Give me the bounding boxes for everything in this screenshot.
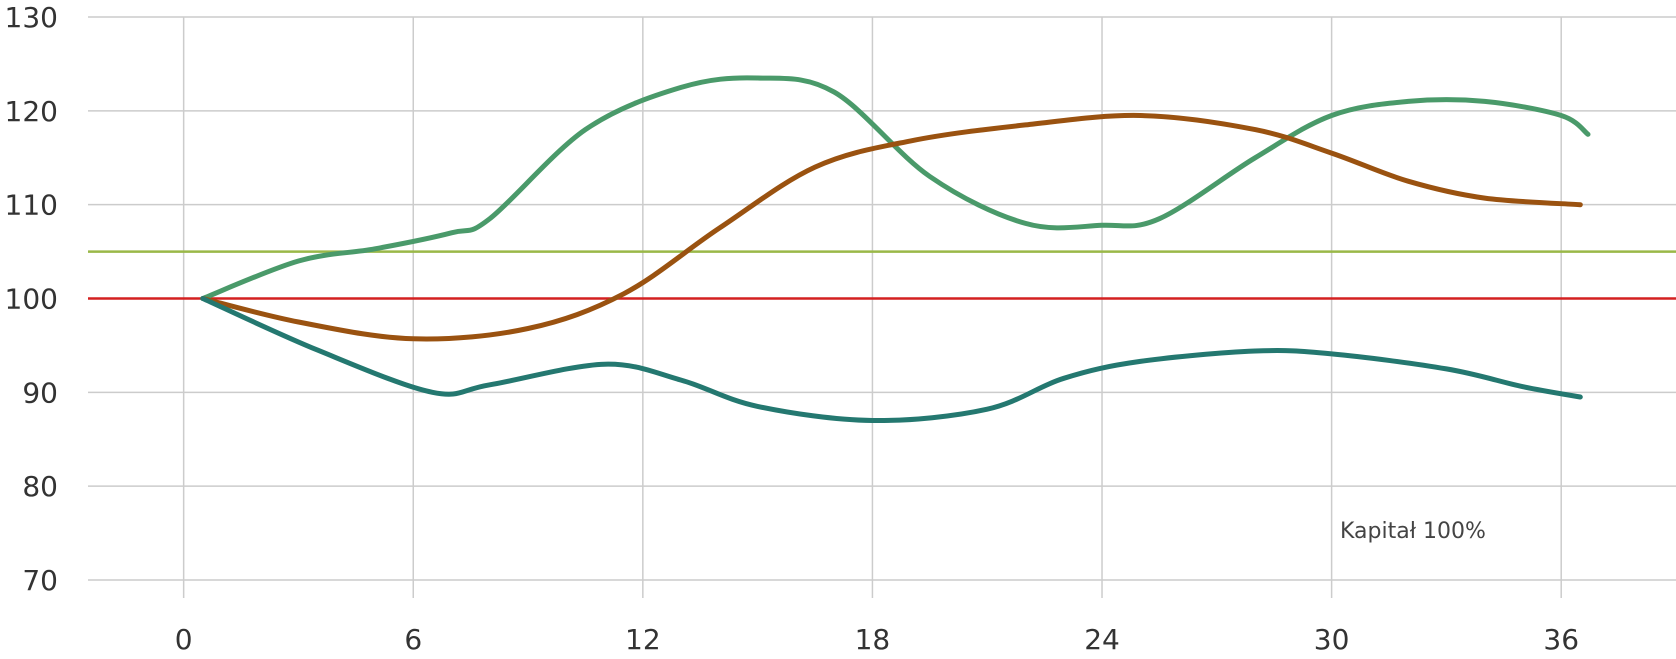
x-tick-label: 24 <box>1084 623 1120 656</box>
y-tick-label: 80 <box>22 470 58 503</box>
series-line-1 <box>200 75 1591 301</box>
x-tick-label: 0 <box>175 623 193 656</box>
series-group <box>200 75 1591 424</box>
x-tick-label: 12 <box>625 623 661 656</box>
y-tick-label: 110 <box>5 189 58 222</box>
series-line-2 <box>200 112 1583 342</box>
x-tick-label: 30 <box>1314 623 1350 656</box>
x-tick-label: 36 <box>1543 623 1579 656</box>
y-tick-label: 120 <box>5 95 58 128</box>
x-tick-label: 6 <box>404 623 422 656</box>
y-tick-label: 70 <box>22 564 58 597</box>
y-tick-label: 90 <box>22 376 58 409</box>
x-tick-label: 18 <box>855 623 891 656</box>
tick-labels: 70 80 90 100 110 120 130 0 6 12 18 24 30 36 <box>5 1 1579 656</box>
y-tick-label: 100 <box>5 283 58 316</box>
annotation-label: Kapitał 100% <box>1340 519 1486 544</box>
grid <box>88 16 1676 598</box>
y-tick-label: 130 <box>5 1 58 34</box>
reference-lines <box>88 250 1676 300</box>
series-line-3 <box>200 296 1583 424</box>
